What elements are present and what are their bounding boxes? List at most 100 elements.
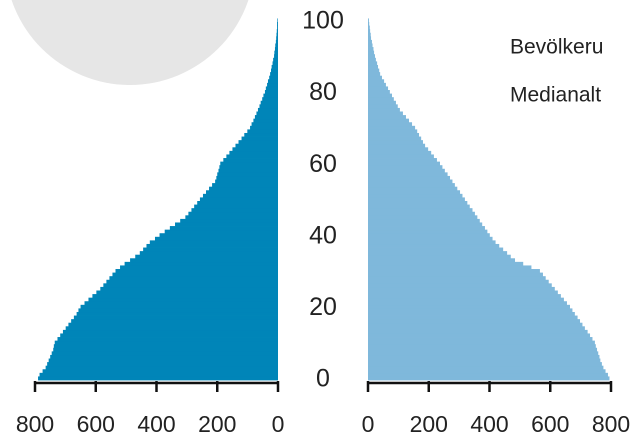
bar bbox=[368, 351, 599, 356]
bar bbox=[275, 43, 278, 48]
bar bbox=[368, 18, 369, 23]
bar bbox=[60, 333, 279, 338]
bar bbox=[263, 93, 278, 98]
bar bbox=[368, 258, 516, 263]
decor-circle bbox=[11, 0, 249, 85]
bar bbox=[135, 254, 278, 259]
bar bbox=[48, 358, 279, 363]
bar bbox=[185, 215, 278, 220]
bar bbox=[191, 208, 278, 213]
x-tick-label: 600 bbox=[77, 411, 115, 437]
bar bbox=[368, 175, 451, 180]
bar bbox=[164, 229, 278, 234]
bar bbox=[368, 22, 370, 26]
bar bbox=[256, 111, 278, 116]
bar bbox=[271, 68, 278, 73]
note-line: Medianalt bbox=[510, 84, 601, 107]
bar bbox=[368, 64, 379, 69]
bar bbox=[368, 229, 488, 234]
y-tick-label: 80 bbox=[309, 78, 337, 106]
bar bbox=[84, 301, 278, 306]
bar bbox=[368, 140, 423, 145]
bar bbox=[368, 311, 575, 316]
bar bbox=[78, 308, 278, 313]
bar bbox=[57, 337, 278, 342]
bar bbox=[274, 47, 278, 52]
bar bbox=[368, 25, 370, 30]
bar bbox=[368, 57, 376, 62]
bar bbox=[265, 86, 278, 91]
bar bbox=[368, 161, 440, 166]
bar bbox=[51, 351, 278, 356]
bar bbox=[223, 158, 278, 163]
bar bbox=[106, 279, 278, 284]
bar bbox=[368, 340, 595, 345]
bar bbox=[368, 115, 406, 120]
bar bbox=[254, 115, 278, 120]
bar bbox=[219, 165, 278, 170]
bar bbox=[216, 175, 278, 180]
bar bbox=[238, 140, 278, 145]
bar bbox=[241, 136, 278, 141]
bar bbox=[47, 362, 279, 367]
bar bbox=[368, 304, 570, 309]
bar bbox=[159, 233, 278, 238]
bar bbox=[271, 64, 278, 69]
y-tick-label: 0 bbox=[316, 365, 330, 393]
bar bbox=[188, 211, 278, 216]
bar bbox=[368, 201, 468, 205]
bar bbox=[115, 269, 279, 273]
bar bbox=[368, 100, 396, 105]
bar bbox=[39, 372, 279, 377]
bar bbox=[368, 226, 485, 231]
bar bbox=[368, 204, 470, 209]
bar bbox=[103, 283, 278, 288]
bar bbox=[368, 179, 453, 184]
bar bbox=[275, 39, 278, 44]
x-tick-label: 600 bbox=[531, 411, 569, 437]
bar bbox=[368, 32, 371, 37]
bar bbox=[368, 308, 573, 313]
bar bbox=[368, 111, 403, 116]
bar bbox=[368, 136, 422, 141]
bar bbox=[139, 251, 278, 256]
bar bbox=[368, 265, 532, 270]
bar bbox=[96, 290, 278, 295]
bar bbox=[368, 183, 455, 188]
bar bbox=[71, 319, 279, 324]
x-tick-label: 800 bbox=[16, 411, 54, 437]
bar bbox=[368, 290, 558, 295]
bar bbox=[253, 118, 278, 123]
bar bbox=[146, 243, 278, 248]
x-tick-label: 400 bbox=[470, 411, 508, 437]
bar bbox=[368, 197, 465, 202]
bar bbox=[368, 372, 608, 377]
bar bbox=[368, 365, 604, 370]
bar bbox=[273, 57, 278, 62]
bar bbox=[368, 125, 416, 130]
bar bbox=[65, 326, 279, 331]
bar bbox=[368, 337, 593, 342]
bar bbox=[368, 322, 583, 327]
bar bbox=[368, 68, 380, 73]
bar bbox=[267, 82, 278, 87]
bar bbox=[368, 82, 386, 87]
bar bbox=[368, 333, 591, 338]
bar bbox=[368, 286, 555, 291]
bar bbox=[368, 50, 375, 55]
bar bbox=[368, 154, 434, 159]
bar bbox=[244, 132, 278, 137]
bar bbox=[38, 376, 278, 381]
bar bbox=[368, 251, 508, 256]
bar bbox=[368, 297, 564, 302]
bar bbox=[220, 161, 278, 166]
bar bbox=[260, 100, 278, 105]
bar bbox=[368, 301, 567, 306]
bar bbox=[368, 36, 372, 41]
bar bbox=[368, 254, 511, 259]
y-tick-label: 100 bbox=[302, 7, 344, 35]
bar bbox=[368, 376, 610, 381]
bar bbox=[73, 315, 278, 320]
bar bbox=[368, 47, 374, 52]
bar bbox=[368, 39, 372, 44]
